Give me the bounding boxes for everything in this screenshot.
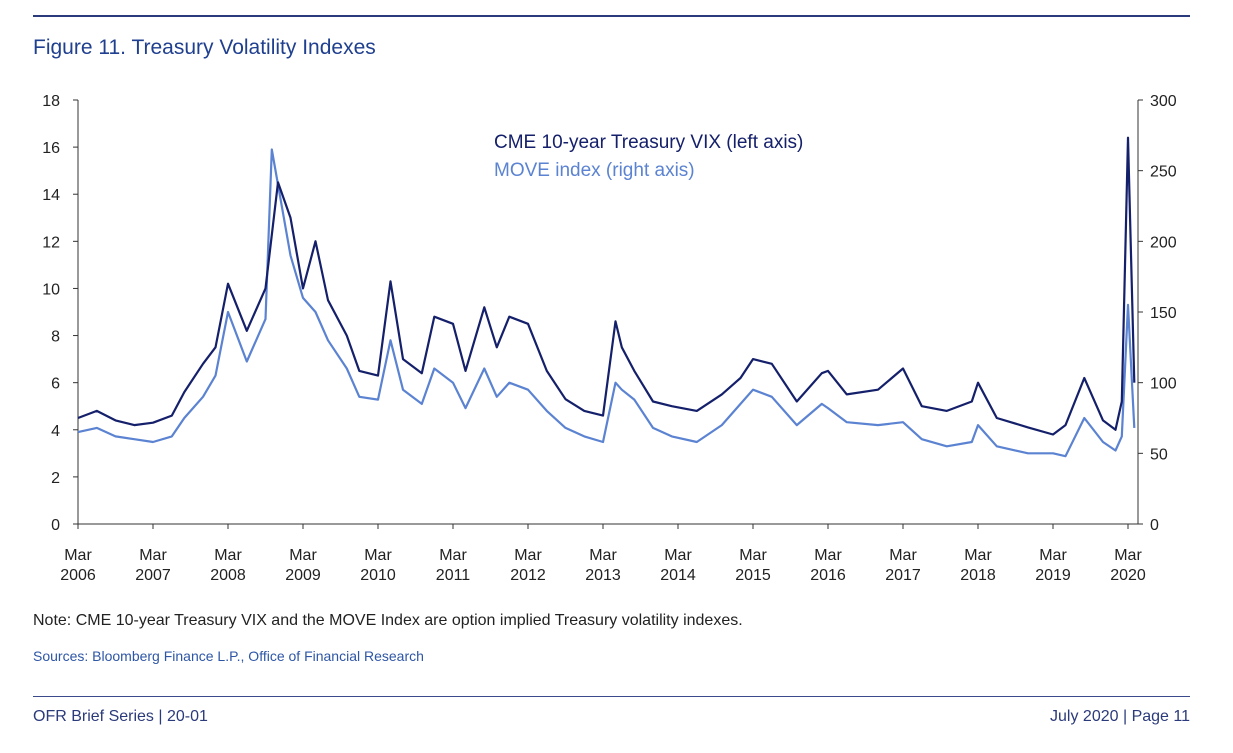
x-tick-year: 2020 bbox=[1110, 567, 1146, 584]
chart-legend: CME 10-year Treasury VIX (left axis) MOVE… bbox=[494, 132, 803, 181]
left-tick-label: 6 bbox=[51, 376, 60, 393]
x-tick-year: 2015 bbox=[735, 567, 771, 584]
left-tick-label: 0 bbox=[51, 517, 60, 534]
x-tick-year: 2014 bbox=[660, 567, 696, 584]
x-tick-month: Mar bbox=[739, 547, 767, 564]
treasury-vix-line bbox=[77, 136, 1136, 436]
chart-axes: 0 2 4 6 8 10 12 14 16 18 0 50 100 150 200 250 300 Mar 2006… bbox=[42, 93, 1177, 584]
chart-sources: Sources: Bloomberg Finance L.P., Office … bbox=[33, 648, 424, 664]
x-tick-month: Mar bbox=[514, 547, 542, 564]
x-tick-year: 2019 bbox=[1035, 567, 1071, 584]
x-tick-month: Mar bbox=[814, 547, 842, 564]
x-tick-month: Mar bbox=[589, 547, 617, 564]
x-tick-year: 2006 bbox=[60, 567, 96, 584]
x-tick-year: 2007 bbox=[135, 567, 171, 584]
chart-note: Note: CME 10-year Treasury VIX and the M… bbox=[33, 612, 743, 629]
right-tick-label: 0 bbox=[1150, 517, 1159, 534]
x-tick-year: 2012 bbox=[510, 567, 546, 584]
volatility-chart: 0 2 4 6 8 10 12 14 16 18 0 50 100 150 200 250 300 Mar 2006… bbox=[42, 93, 1177, 584]
x-tick-year: 2008 bbox=[210, 567, 246, 584]
figure-title: Figure 11. Treasury Volatility Indexes bbox=[33, 36, 376, 59]
left-tick-label: 2 bbox=[51, 470, 60, 487]
x-tick-month: Mar bbox=[64, 547, 92, 564]
top-rule bbox=[33, 15, 1190, 17]
left-tick-label: 8 bbox=[51, 329, 60, 346]
left-tick-label: 4 bbox=[51, 423, 60, 440]
footer-series: OFR Brief Series | 20-01 bbox=[33, 708, 208, 725]
x-tick-month: Mar bbox=[1039, 547, 1067, 564]
left-tick-label: 12 bbox=[42, 234, 60, 251]
left-tick-label: 16 bbox=[42, 140, 60, 157]
right-tick-label: 250 bbox=[1150, 164, 1177, 181]
right-tick-label: 100 bbox=[1150, 376, 1177, 393]
x-tick-year: 2017 bbox=[885, 567, 921, 584]
move-index-line bbox=[77, 148, 1136, 458]
right-tick-label: 200 bbox=[1150, 234, 1177, 251]
right-tick-label: 300 bbox=[1150, 93, 1177, 110]
right-tick-label: 50 bbox=[1150, 446, 1168, 463]
x-tick-month: Mar bbox=[364, 547, 392, 564]
x-tick-year: 2009 bbox=[285, 567, 321, 584]
x-tick-month: Mar bbox=[439, 547, 467, 564]
right-tick-label: 150 bbox=[1150, 305, 1177, 322]
x-tick-month: Mar bbox=[1114, 547, 1142, 564]
x-tick-year: 2016 bbox=[810, 567, 846, 584]
x-tick-year: 2013 bbox=[585, 567, 621, 584]
x-tick-year: 2018 bbox=[960, 567, 996, 584]
x-tick-year: 2011 bbox=[436, 567, 471, 584]
bottom-rule bbox=[33, 696, 1190, 697]
legend-treasury-vix: CME 10-year Treasury VIX (left axis) bbox=[494, 132, 803, 153]
x-tick-month: Mar bbox=[289, 547, 317, 564]
left-tick-label: 10 bbox=[42, 281, 60, 298]
x-tick-month: Mar bbox=[664, 547, 692, 564]
x-tick-month: Mar bbox=[964, 547, 992, 564]
chart-plot bbox=[77, 136, 1136, 458]
x-tick-month: Mar bbox=[214, 547, 242, 564]
x-tick-month: Mar bbox=[889, 547, 917, 564]
x-tick-year: 2010 bbox=[360, 567, 396, 584]
x-tick-month: Mar bbox=[139, 547, 167, 564]
legend-move-index: MOVE index (right axis) bbox=[494, 160, 695, 181]
left-tick-label: 18 bbox=[42, 93, 60, 110]
left-tick-label: 14 bbox=[42, 187, 60, 204]
footer-page: July 2020 | Page 11 bbox=[1050, 708, 1190, 725]
